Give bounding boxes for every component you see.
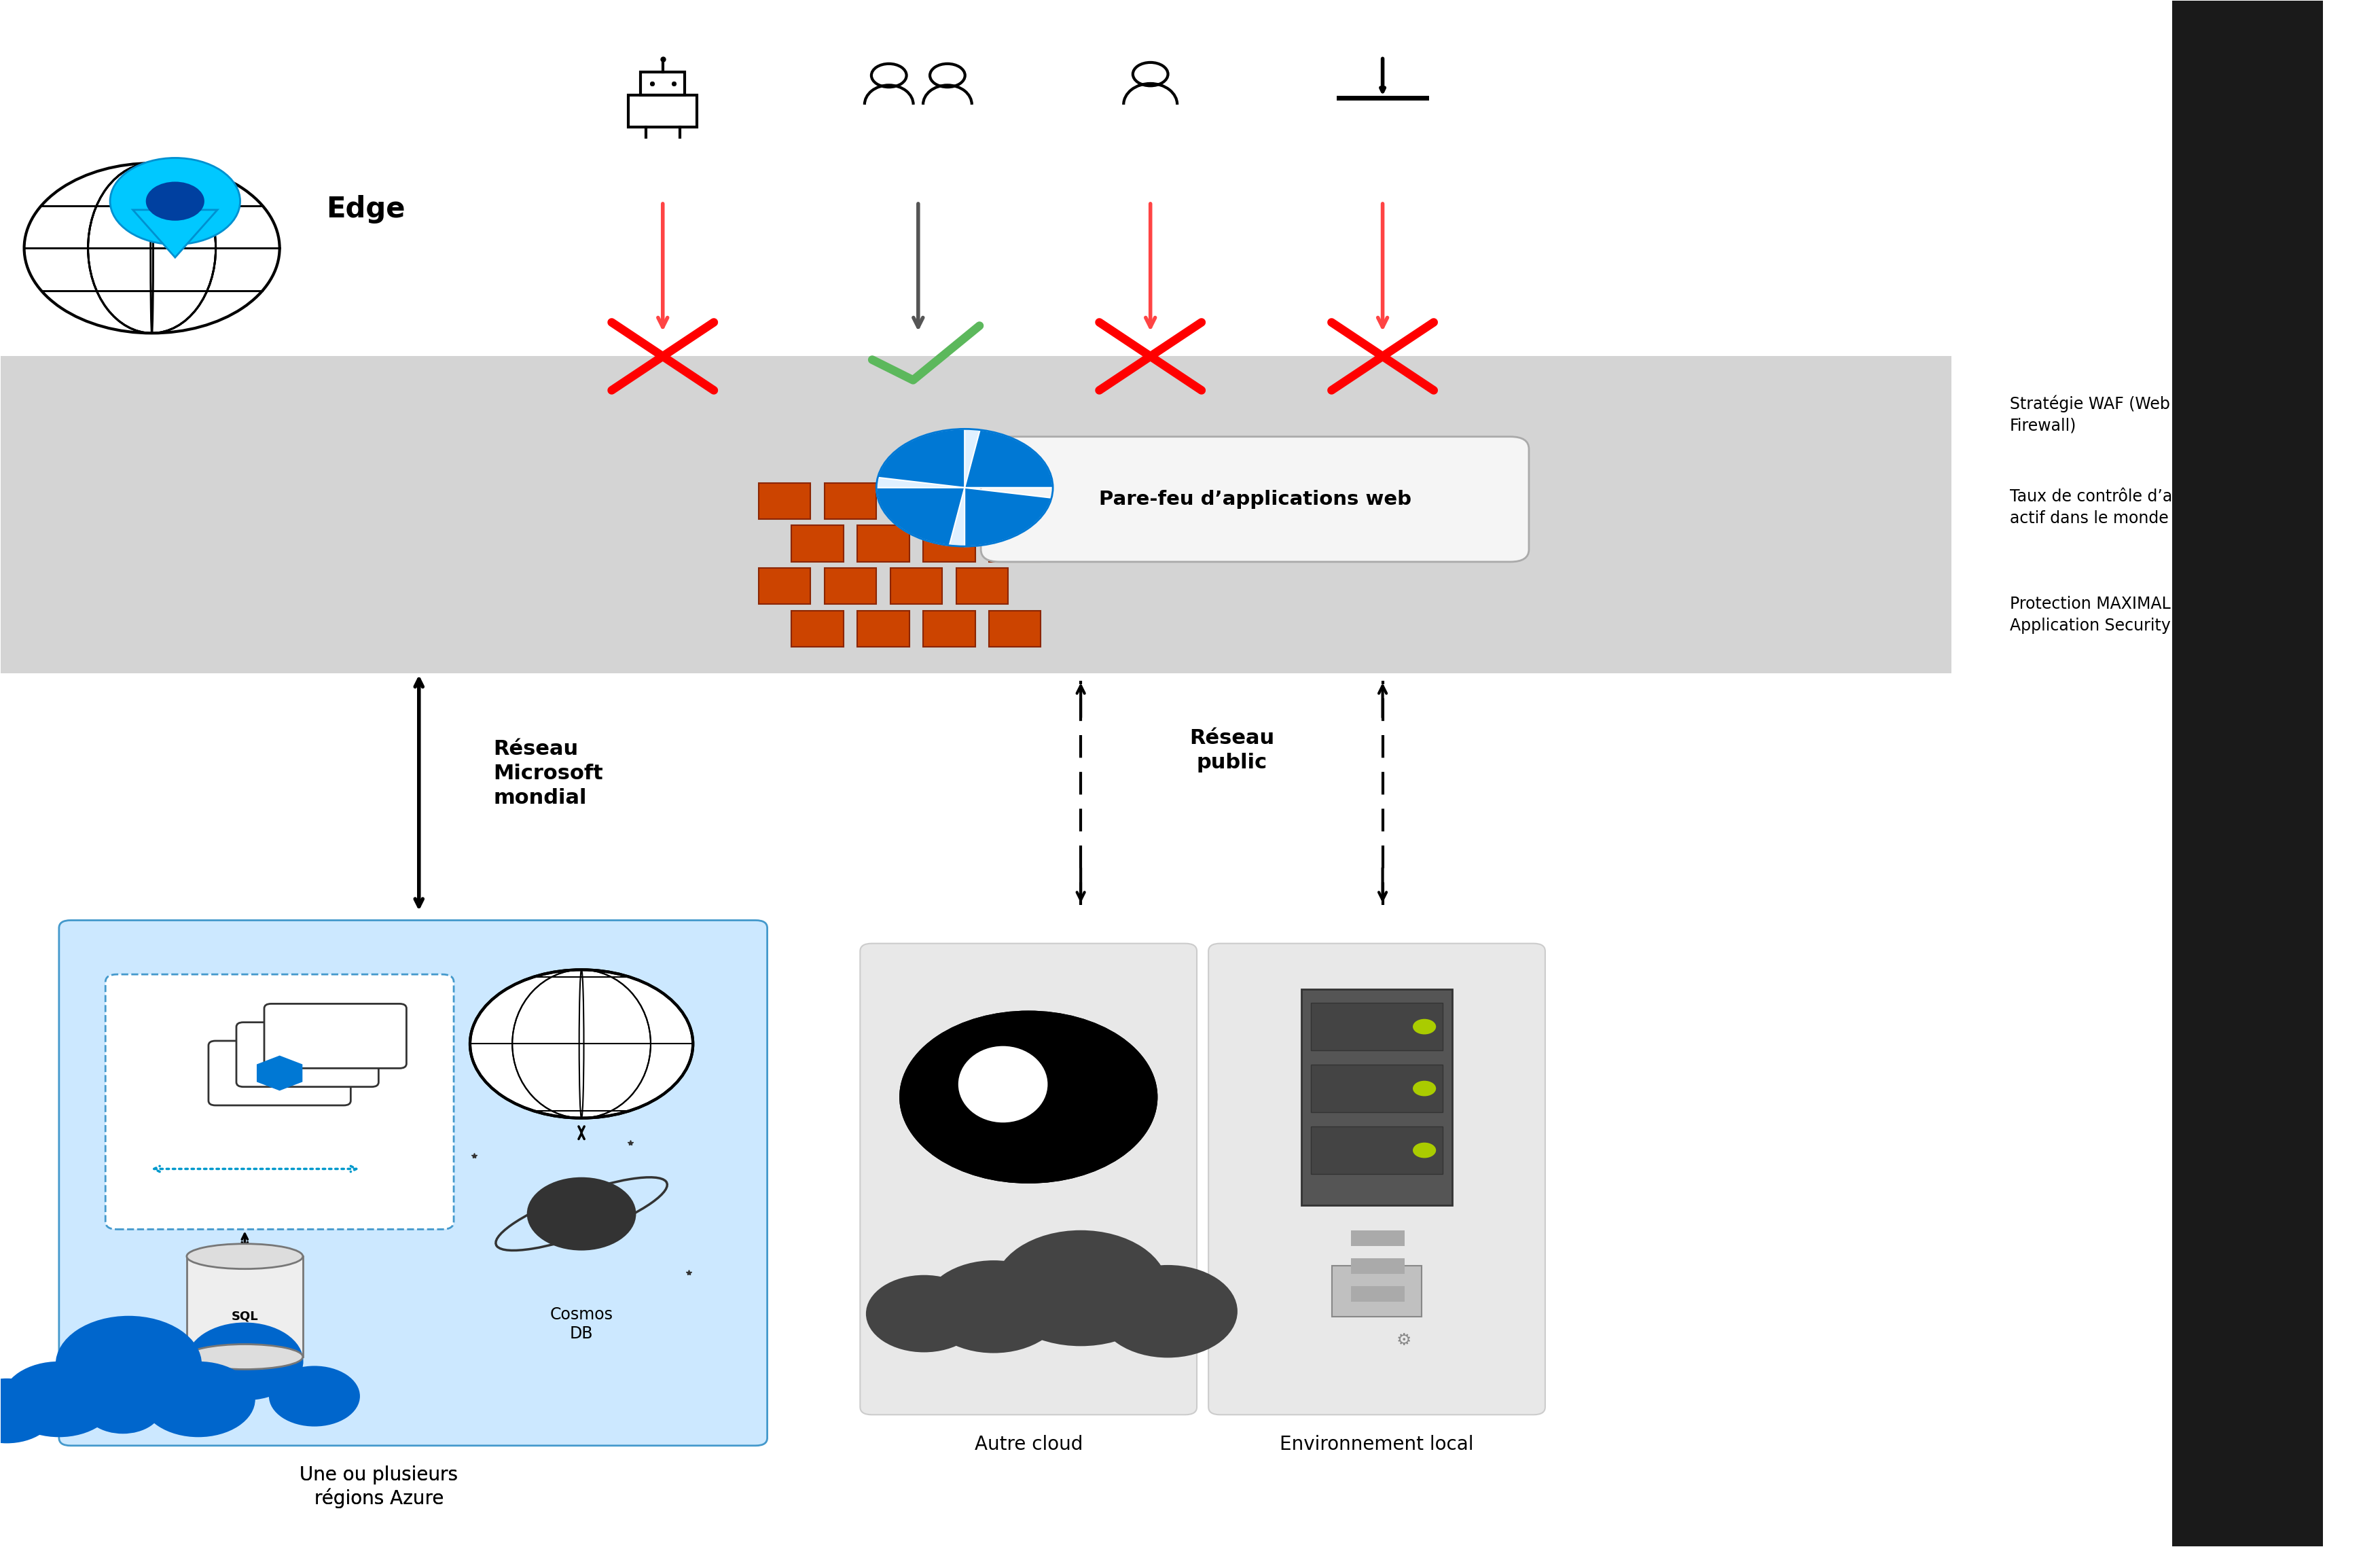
Text: Edge: Edge [326, 195, 405, 224]
Circle shape [129, 1366, 221, 1426]
Polygon shape [133, 210, 217, 257]
Text: Stratégie WAF (Web Application
Firewall): Stratégie WAF (Web Application Firewall) [2009, 394, 2263, 433]
Ellipse shape [959, 1046, 1047, 1123]
Bar [640, 73, 685, 94]
Wedge shape [964, 430, 1052, 487]
Circle shape [1097, 1265, 1238, 1358]
Circle shape [866, 1275, 983, 1352]
Bar [857, 611, 909, 647]
Bar [793, 611, 843, 647]
Text: Une ou plusieurs
régions Azure: Une ou plusieurs régions Azure [300, 1465, 457, 1508]
Text: Autre cloud: Autre cloud [973, 1434, 1083, 1454]
FancyBboxPatch shape [236, 1023, 378, 1088]
Circle shape [900, 1012, 1157, 1182]
Wedge shape [878, 429, 964, 487]
Bar [186, 1256, 302, 1357]
Circle shape [992, 1230, 1169, 1346]
Text: Réseau
Microsoft
mondial: Réseau Microsoft mondial [493, 739, 602, 808]
Bar [2171, 2, 2323, 1545]
Bar [1333, 1265, 1421, 1316]
Bar [988, 526, 1040, 562]
FancyBboxPatch shape [981, 436, 1528, 562]
Text: Une ou plusieurs
régions Azure: Une ou plusieurs régions Azure [300, 1465, 457, 1508]
Bar [1311, 1126, 1442, 1174]
Circle shape [2, 1361, 117, 1437]
Bar [1311, 1064, 1442, 1112]
Bar [793, 526, 843, 562]
Polygon shape [257, 1055, 302, 1091]
Text: SQL: SQL [231, 1310, 257, 1323]
Bar [988, 611, 1040, 647]
Text: Protection MAXIMALE de Open Web
Application Security Project (OWASP): Protection MAXIMALE de Open Web Applicat… [2009, 596, 2306, 634]
Bar [759, 483, 809, 520]
Circle shape [145, 181, 205, 221]
Circle shape [528, 1179, 635, 1250]
Bar [1302, 989, 1452, 1205]
Bar [823, 568, 876, 605]
Circle shape [83, 1381, 162, 1434]
Bar [1376, 1286, 1404, 1301]
FancyBboxPatch shape [105, 975, 455, 1230]
Ellipse shape [186, 1244, 302, 1269]
Bar [890, 568, 942, 605]
Bar [923, 526, 976, 562]
Circle shape [1411, 1143, 1435, 1159]
Wedge shape [964, 487, 1052, 546]
Circle shape [55, 1316, 202, 1412]
FancyBboxPatch shape [209, 1041, 350, 1106]
Bar [1311, 1002, 1442, 1050]
Circle shape [24, 162, 278, 333]
Text: Pare-feu d’applications web: Pare-feu d’applications web [1097, 490, 1411, 509]
Bar [957, 568, 1007, 605]
Text: ⚙: ⚙ [1395, 1332, 1411, 1349]
Circle shape [186, 1323, 302, 1400]
Circle shape [1411, 1081, 1435, 1097]
Bar [1376, 1230, 1404, 1245]
Bar [890, 483, 942, 520]
Bar [0, 356, 1952, 673]
Circle shape [0, 1378, 55, 1443]
Wedge shape [876, 487, 964, 546]
Bar [1349, 1258, 1378, 1273]
Bar [759, 568, 809, 605]
Bar [957, 483, 1007, 520]
FancyBboxPatch shape [859, 944, 1197, 1414]
Text: Environnement local: Environnement local [1280, 1434, 1473, 1454]
Text: Réseau
public: Réseau public [1190, 729, 1273, 772]
Text: Taux de contrôle d’accès personnalisé
actif dans le monde entier: Taux de contrôle d’accès personnalisé ac… [2009, 487, 2316, 526]
Bar [1349, 1230, 1378, 1245]
Bar [628, 94, 697, 127]
Circle shape [269, 1366, 359, 1426]
Circle shape [469, 970, 693, 1118]
Bar [823, 483, 876, 520]
Circle shape [876, 429, 1052, 546]
Circle shape [1411, 1019, 1435, 1035]
FancyBboxPatch shape [264, 1004, 407, 1069]
Ellipse shape [186, 1344, 302, 1369]
Text: Cosmos
DB: Cosmos DB [550, 1307, 614, 1341]
Bar [923, 611, 976, 647]
Circle shape [923, 1261, 1064, 1354]
Bar [1349, 1286, 1378, 1301]
FancyBboxPatch shape [1209, 944, 1545, 1414]
Bar [1376, 1258, 1404, 1273]
FancyBboxPatch shape [60, 920, 766, 1445]
Bar [857, 526, 909, 562]
Circle shape [140, 1361, 255, 1437]
Circle shape [109, 158, 240, 244]
